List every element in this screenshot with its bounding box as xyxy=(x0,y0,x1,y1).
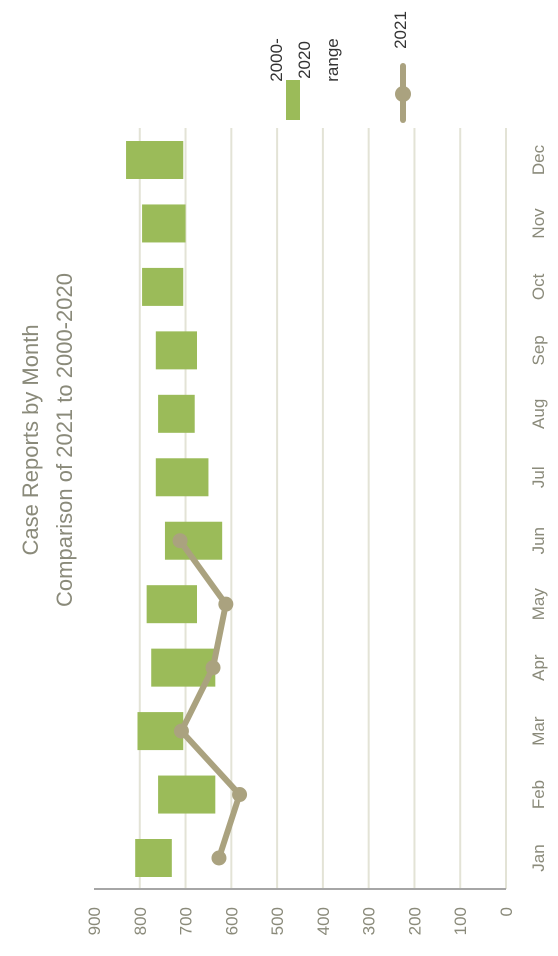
category-label-jan: Jan xyxy=(529,844,548,871)
legend-range-swatch xyxy=(286,80,300,120)
category-label-aug: Aug xyxy=(529,399,548,429)
legend-2021-label: 2021 xyxy=(391,11,410,49)
range-bar-aug xyxy=(158,394,195,433)
value-tick-label: 100 xyxy=(451,907,470,935)
range-bar-jul xyxy=(155,458,209,497)
value-tick-label: 200 xyxy=(405,907,424,935)
point-2021-jan xyxy=(211,850,227,866)
category-label-feb: Feb xyxy=(529,780,548,809)
range-bar-oct xyxy=(142,267,184,306)
category-label-jul: Jul xyxy=(529,466,548,488)
category-label-sep: Sep xyxy=(529,335,548,365)
category-label-dec: Dec xyxy=(529,144,548,175)
legend-range-label-line-3: range xyxy=(323,38,342,81)
chart-subtitle: Comparison of 2021 to 2000-2020 xyxy=(52,273,77,607)
legend-2021-marker xyxy=(395,86,411,102)
chart-title-block: Case Reports by Month Comparison of 2021… xyxy=(18,273,77,607)
point-2021-jun xyxy=(172,533,188,549)
range-bar-feb xyxy=(158,775,216,814)
series-2021-points xyxy=(172,533,248,866)
value-tick-labels: 900 800 700 600 500 400 300 200 100 0 xyxy=(85,907,516,935)
range-bar-nov xyxy=(142,204,186,243)
category-label-mar: Mar xyxy=(529,716,548,746)
range-bar-jan xyxy=(135,839,172,877)
range-bars xyxy=(126,141,223,877)
value-tick-label: 400 xyxy=(314,907,333,935)
value-tick-label: 700 xyxy=(177,907,196,935)
range-bar-may xyxy=(146,585,197,624)
point-2021-apr xyxy=(205,660,221,676)
range-bar-sep xyxy=(155,331,197,370)
legend-range-label-line-2: 2020 xyxy=(295,41,314,79)
range-bar-dec xyxy=(126,141,184,179)
value-tick-label: 300 xyxy=(360,907,379,935)
point-2021-feb xyxy=(232,787,248,803)
category-label-may: May xyxy=(529,588,548,621)
category-label-jun: Jun xyxy=(529,527,548,554)
chart-title: Case Reports by Month xyxy=(18,324,43,555)
point-2021-may xyxy=(218,596,234,612)
point-2021-mar xyxy=(173,723,189,739)
value-tick-label: 600 xyxy=(222,907,241,935)
value-tick-label: 800 xyxy=(131,907,150,935)
value-tick-label: 0 xyxy=(497,907,516,916)
legend-range-label-line-1: 2000- xyxy=(267,38,286,81)
value-tick-label: 900 xyxy=(85,907,104,935)
category-label-nov: Nov xyxy=(529,208,548,239)
category-label-oct: Oct xyxy=(529,273,548,300)
category-label-apr: Apr xyxy=(529,654,548,681)
series-line-2021 xyxy=(177,537,243,861)
grid-layer xyxy=(138,128,507,889)
category-tick-labels: Jan Feb Mar Apr May Jun Jul Aug Sep Oct Nov Dec xyxy=(529,144,548,871)
legend: 2000- 2020 range 2021 xyxy=(267,11,411,123)
value-tick-label: 500 xyxy=(268,907,287,935)
series-2021 xyxy=(177,537,243,861)
